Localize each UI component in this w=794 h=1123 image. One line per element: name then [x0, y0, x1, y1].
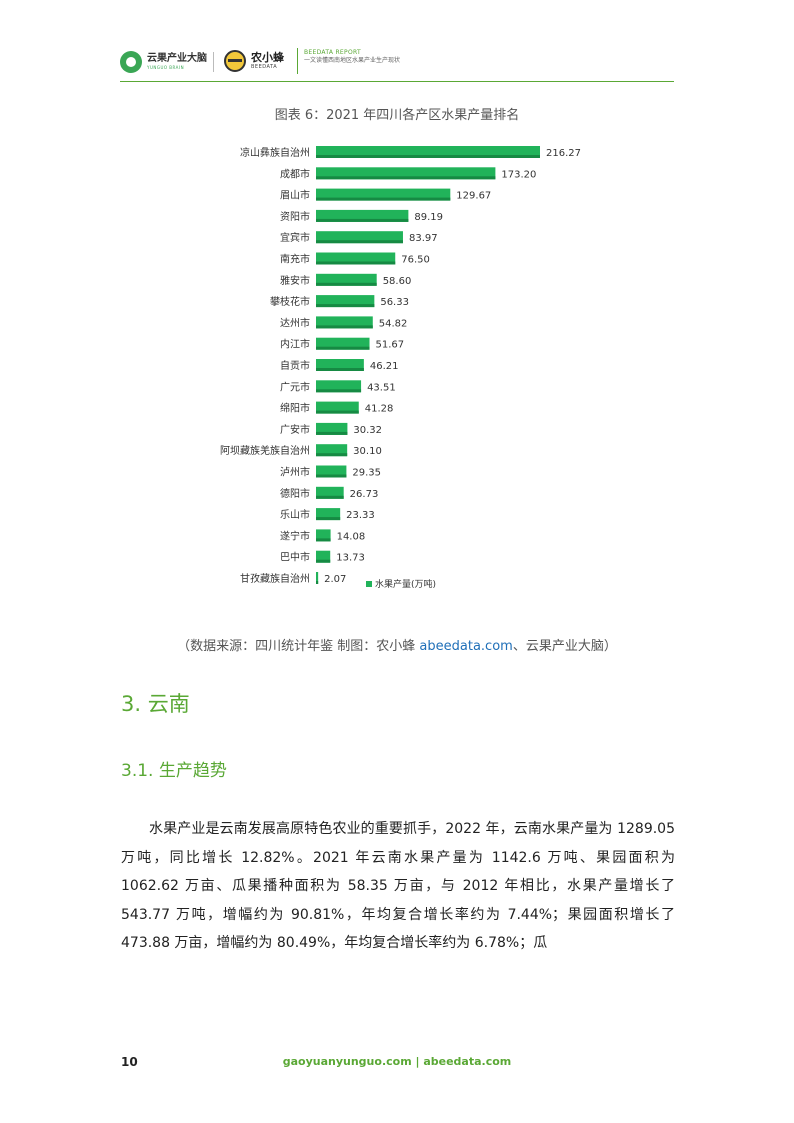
source-suffix: 、云果产业大脑） [512, 639, 617, 654]
yunguo-logo-subtext: YUNGUO BRAIN [147, 65, 185, 70]
value-label: 173.20 [501, 169, 536, 180]
value-label: 58.60 [383, 276, 412, 287]
page-number: 10 [121, 1055, 138, 1069]
category-label: 成都市 [280, 167, 310, 180]
bar-chart: 凉山彝族自治州 216.27 成都市 173.20 眉山市 129.67 资阳市 89.19 宜… [220, 146, 581, 590]
bar-shadow [316, 453, 348, 457]
bar-shadow [316, 474, 347, 478]
yunguo-logo-icon [120, 51, 142, 73]
legend-swatch [366, 581, 372, 587]
category-label: 眉山市 [280, 189, 310, 202]
subsection-heading: 3.1. 生产趋势 [121, 761, 227, 781]
report-title: BEEDATA REPORT 一文读懂西南地区水果产业生产现状 [304, 49, 400, 65]
bar-shadow [316, 538, 331, 542]
category-label: 广安市 [280, 423, 310, 436]
bee-icon [224, 50, 246, 72]
page-header: 云果产业大脑 YUNGUO BRAIN 农小蜂 BEEDATA BEEDATA … [120, 44, 674, 82]
yunguo-logo: 云果产业大脑 YUNGUO BRAIN [120, 50, 207, 74]
bar [316, 508, 341, 521]
source-link[interactable]: abeedata.com [419, 639, 513, 654]
header-rule [120, 81, 674, 82]
category-label: 遂宁市 [280, 529, 310, 542]
category-label: 南充市 [280, 253, 310, 266]
category-label: 绵阳市 [280, 402, 310, 415]
bar-shadow [316, 282, 377, 286]
category-label: 凉山彝族自治州 [240, 146, 310, 159]
category-label: 资阳市 [280, 210, 310, 223]
bar [316, 273, 377, 286]
category-label: 宜宾市 [280, 231, 310, 244]
bar [316, 209, 409, 222]
value-label: 54.82 [379, 318, 408, 329]
value-label: 76.50 [401, 255, 430, 266]
category-label: 广元市 [280, 380, 310, 393]
value-label: 30.32 [353, 425, 382, 436]
value-label: 129.67 [456, 191, 491, 202]
category-label: 泸州市 [280, 466, 310, 479]
chart-title: 图表 6：2021 年四川各产区水果产量排名 [274, 108, 520, 123]
bar-shadow [316, 197, 451, 201]
bar-shadow [316, 261, 396, 265]
beedata-logo: 农小蜂 BEEDATA [224, 48, 284, 74]
category-label: 达州市 [280, 316, 310, 329]
category-label: 攀枝花市 [270, 295, 310, 308]
bar [316, 572, 319, 584]
yunguo-logo-text: 云果产业大脑 [147, 53, 207, 64]
value-label: 23.33 [346, 510, 375, 521]
value-label: 46.21 [370, 361, 399, 372]
report-subtitle: 一文读懂西南地区水果产业生产现状 [304, 56, 401, 64]
value-label: 14.08 [337, 531, 366, 542]
bar-shadow [316, 368, 364, 371]
bar-shadow [316, 240, 403, 244]
bar-shadow [316, 559, 331, 563]
section-heading: 3. 云南 [121, 692, 190, 716]
beedata-logo-subtext: BEEDATA [251, 64, 278, 70]
chart-source: （数据来源：四川统计年鉴 制图：农小蜂 abeedata.com、云果产业大脑） [0, 635, 794, 654]
value-label: 41.28 [365, 404, 394, 415]
bar-shadow [316, 155, 540, 158]
legend-label: 水果产量(万吨) [375, 578, 436, 590]
bar-shadow [316, 176, 496, 180]
category-label: 乐山市 [280, 508, 310, 521]
value-label: 83.97 [409, 233, 438, 244]
source-prefix: （数据来源：四川统计年鉴 制图：农小蜂 [177, 639, 420, 654]
value-label: 29.35 [352, 468, 381, 479]
category-label: 德阳市 [280, 487, 310, 500]
bar-shadow [316, 581, 319, 584]
category-label: 内江市 [280, 338, 310, 351]
bar-shadow [316, 346, 370, 350]
category-label: 雅安市 [280, 274, 310, 287]
header-divider [297, 48, 298, 74]
value-label: 13.73 [336, 553, 365, 564]
bar-shadow [316, 218, 409, 222]
bar-shadow [316, 517, 341, 521]
value-label: 89.19 [414, 212, 443, 223]
value-label: 30.10 [353, 446, 382, 457]
category-label: 巴中市 [280, 551, 310, 564]
value-label: 43.51 [367, 382, 396, 393]
bar-shadow [316, 325, 373, 329]
value-label: 51.67 [376, 340, 405, 351]
category-label: 甘孜藏族自治州 [240, 572, 310, 585]
body-paragraph: 水果产业是云南发展高原特色农业的重要抓手，2022 年，云南水果产量为 1289… [121, 821, 675, 952]
value-label: 2.07 [324, 574, 346, 585]
category-label: 自贡市 [280, 359, 310, 372]
bar-shadow [316, 431, 348, 435]
value-label: 216.27 [546, 148, 581, 159]
bar-shadow [316, 304, 375, 308]
value-label: 56.33 [380, 297, 409, 308]
bar-shadow [316, 410, 359, 414]
header-divider [213, 52, 214, 72]
bar [316, 380, 362, 393]
report-label: BEEDATA REPORT [304, 49, 361, 56]
bar-shadow [316, 389, 362, 393]
beedata-logo-text: 农小蜂 [251, 51, 284, 64]
value-label: 26.73 [350, 489, 379, 500]
footer-sites: gaoyuanyunguo.com | abeedata.com [282, 1055, 512, 1068]
bar-shadow [316, 495, 344, 499]
category-label: 阿坝藏族羌族自治州 [220, 444, 310, 457]
